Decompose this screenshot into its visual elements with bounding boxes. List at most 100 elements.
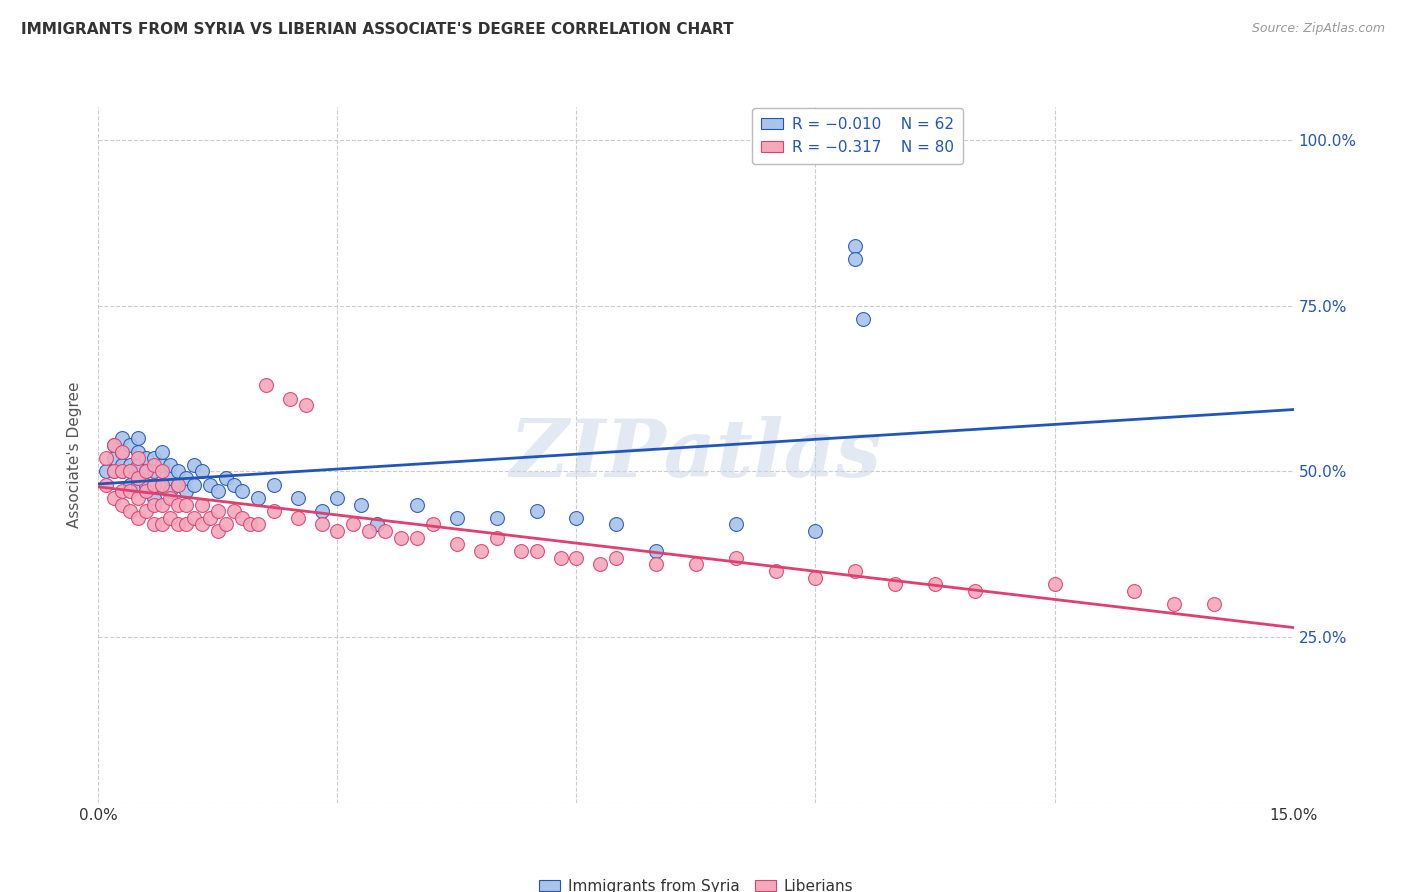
Point bbox=[844, 239, 866, 253]
Point bbox=[246, 491, 269, 505]
Text: Source: ZipAtlas.com: Source: ZipAtlas.com bbox=[1251, 22, 1385, 36]
Point bbox=[159, 491, 181, 505]
Point bbox=[884, 577, 907, 591]
Point bbox=[127, 471, 149, 485]
Point bbox=[183, 458, 205, 472]
Point bbox=[103, 451, 125, 466]
Point bbox=[174, 471, 197, 485]
Point bbox=[143, 477, 166, 491]
Point bbox=[111, 458, 134, 472]
Point bbox=[963, 583, 986, 598]
Point bbox=[143, 491, 166, 505]
Point bbox=[852, 312, 875, 326]
Point bbox=[222, 504, 245, 518]
Point bbox=[645, 544, 668, 558]
Point bbox=[183, 511, 205, 525]
Point bbox=[96, 465, 118, 479]
Point bbox=[135, 484, 157, 499]
Point bbox=[96, 477, 118, 491]
Point bbox=[150, 517, 173, 532]
Point bbox=[159, 484, 181, 499]
Point bbox=[127, 444, 149, 458]
Point bbox=[135, 465, 157, 479]
Point bbox=[278, 392, 301, 406]
Point bbox=[127, 451, 149, 466]
Point bbox=[167, 465, 190, 479]
Point bbox=[844, 564, 866, 578]
Point bbox=[150, 498, 173, 512]
Point bbox=[605, 550, 627, 565]
Point bbox=[127, 458, 149, 472]
Point bbox=[111, 465, 134, 479]
Point bbox=[120, 504, 142, 518]
Point bbox=[103, 465, 125, 479]
Point bbox=[120, 465, 142, 479]
Point bbox=[120, 465, 142, 479]
Point bbox=[406, 498, 429, 512]
Point bbox=[485, 511, 508, 525]
Point bbox=[1043, 577, 1066, 591]
Point bbox=[263, 504, 285, 518]
Point bbox=[215, 517, 238, 532]
Point bbox=[135, 477, 157, 491]
Point bbox=[103, 438, 125, 452]
Point bbox=[135, 484, 157, 499]
Point bbox=[135, 465, 157, 479]
Point bbox=[191, 517, 214, 532]
Point bbox=[422, 517, 444, 532]
Point bbox=[231, 511, 253, 525]
Point bbox=[844, 252, 866, 267]
Point bbox=[246, 517, 269, 532]
Point bbox=[103, 465, 125, 479]
Point bbox=[565, 511, 588, 525]
Point bbox=[96, 451, 118, 466]
Point bbox=[765, 564, 787, 578]
Point bbox=[143, 477, 166, 491]
Point bbox=[174, 498, 197, 512]
Point bbox=[143, 517, 166, 532]
Point bbox=[103, 438, 125, 452]
Point bbox=[1123, 583, 1146, 598]
Point bbox=[159, 471, 181, 485]
Point bbox=[150, 477, 173, 491]
Point bbox=[150, 477, 173, 491]
Point bbox=[150, 465, 173, 479]
Point bbox=[120, 438, 142, 452]
Point bbox=[222, 477, 245, 491]
Point bbox=[143, 465, 166, 479]
Point bbox=[150, 444, 173, 458]
Point bbox=[215, 471, 238, 485]
Legend: Immigrants from Syria, Liberians: Immigrants from Syria, Liberians bbox=[533, 873, 859, 892]
Point bbox=[1202, 597, 1225, 611]
Point bbox=[191, 465, 214, 479]
Point bbox=[135, 451, 157, 466]
Point bbox=[342, 517, 364, 532]
Point bbox=[446, 511, 468, 525]
Point bbox=[550, 550, 572, 565]
Point bbox=[326, 491, 349, 505]
Point bbox=[724, 550, 747, 565]
Point bbox=[198, 511, 221, 525]
Point bbox=[120, 458, 142, 472]
Point bbox=[804, 570, 827, 584]
Point bbox=[111, 484, 134, 499]
Point bbox=[167, 477, 190, 491]
Point bbox=[143, 498, 166, 512]
Point bbox=[150, 458, 173, 472]
Point bbox=[127, 511, 149, 525]
Point bbox=[111, 431, 134, 445]
Point bbox=[287, 511, 309, 525]
Point bbox=[924, 577, 946, 591]
Point bbox=[207, 504, 229, 518]
Point bbox=[446, 537, 468, 551]
Point bbox=[724, 517, 747, 532]
Point bbox=[120, 484, 142, 499]
Point bbox=[287, 491, 309, 505]
Point bbox=[127, 431, 149, 445]
Point bbox=[120, 477, 142, 491]
Point bbox=[239, 517, 262, 532]
Point bbox=[111, 465, 134, 479]
Text: IMMIGRANTS FROM SYRIA VS LIBERIAN ASSOCIATE'S DEGREE CORRELATION CHART: IMMIGRANTS FROM SYRIA VS LIBERIAN ASSOCI… bbox=[21, 22, 734, 37]
Point bbox=[485, 531, 508, 545]
Point bbox=[167, 498, 190, 512]
